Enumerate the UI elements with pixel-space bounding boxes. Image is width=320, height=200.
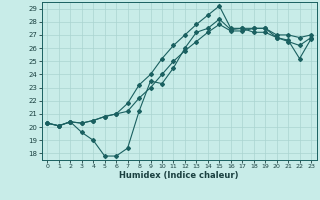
X-axis label: Humidex (Indice chaleur): Humidex (Indice chaleur): [119, 171, 239, 180]
